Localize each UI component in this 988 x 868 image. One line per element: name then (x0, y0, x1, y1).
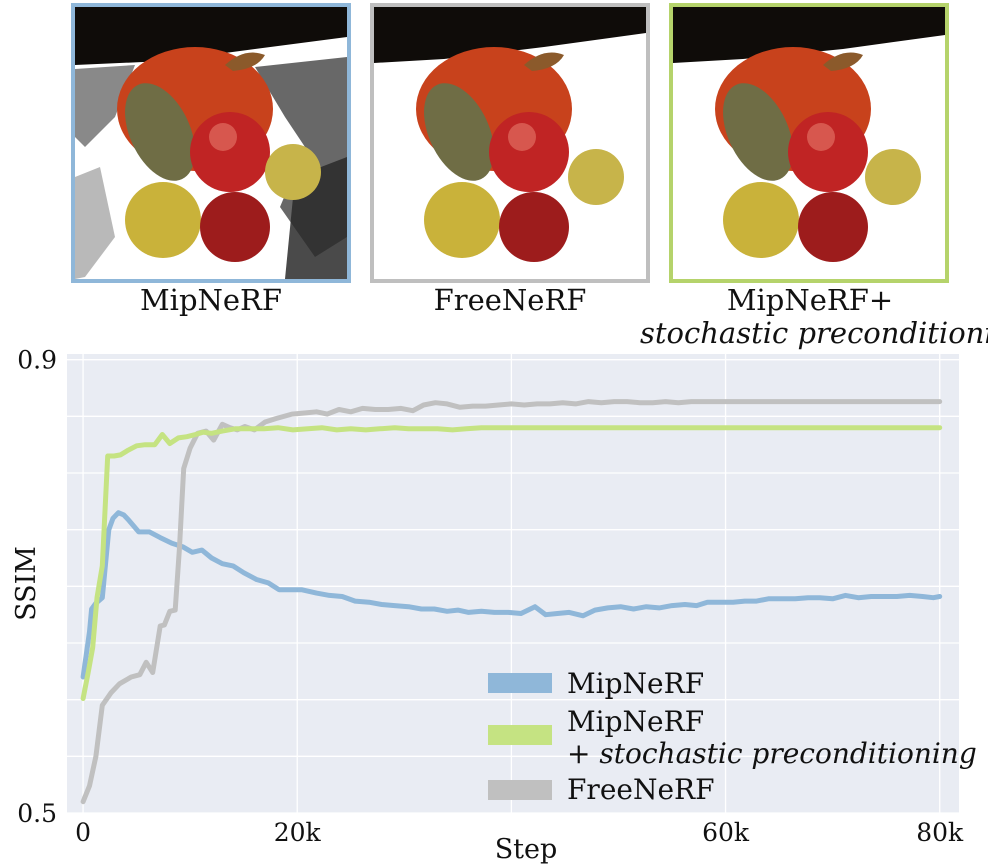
legend-label-freenerf: FreeNeRF (567, 773, 715, 806)
legend-label-stochastic-line1: MipNeRF (567, 705, 704, 738)
legend-label-mipnerf: MipNeRF (567, 667, 704, 700)
legend-swatch-freenerf (488, 780, 552, 800)
freenerf-fruit-render-image (374, 7, 646, 279)
stochastic-caption: MipNeRF+ stochastic preconditioning (640, 283, 988, 350)
y-tick-label-0: 0.5 (17, 799, 57, 828)
stochastic-fruit-render-image (673, 7, 945, 279)
series-line-freenerf (80, 399, 943, 805)
stochastic-render-panel (669, 3, 949, 283)
x-tick-label-0: 0 (75, 818, 91, 847)
x-tick-label-3: 80k (916, 818, 964, 847)
legend: MipNeRF MipNeRF + stochastic preconditio… (488, 667, 977, 806)
y-axis-label: SSIM (11, 546, 42, 621)
freenerf-caption: FreeNeRF (433, 283, 587, 317)
x-tick-label-2: 60k (702, 818, 750, 847)
stochastic-caption-line1: MipNeRF+ (726, 283, 894, 317)
axis-ticks: 0 20k 60k 80k 0.5 0.9 (17, 346, 964, 847)
series-line-stochastic (80, 425, 943, 701)
legend-swatch-stochastic (488, 725, 552, 745)
mipnerf-caption: MipNeRF (139, 283, 283, 317)
stochastic-caption-line2: stochastic preconditioning (640, 316, 988, 350)
series-line-mipnerf (80, 510, 943, 680)
x-tick-label-1: 20k (274, 818, 322, 847)
x-axis-label: Step (495, 834, 558, 865)
y-tick-label-1: 0.9 (17, 346, 57, 375)
series-lines (80, 399, 943, 805)
legend-label-stochastic-line2: + stochastic preconditioning (567, 737, 977, 770)
freenerf-render-panel (370, 3, 650, 283)
mipnerf-fruit-render-image (75, 7, 347, 279)
mipnerf-render-panel (71, 3, 351, 283)
legend-swatch-mipnerf (488, 673, 552, 693)
